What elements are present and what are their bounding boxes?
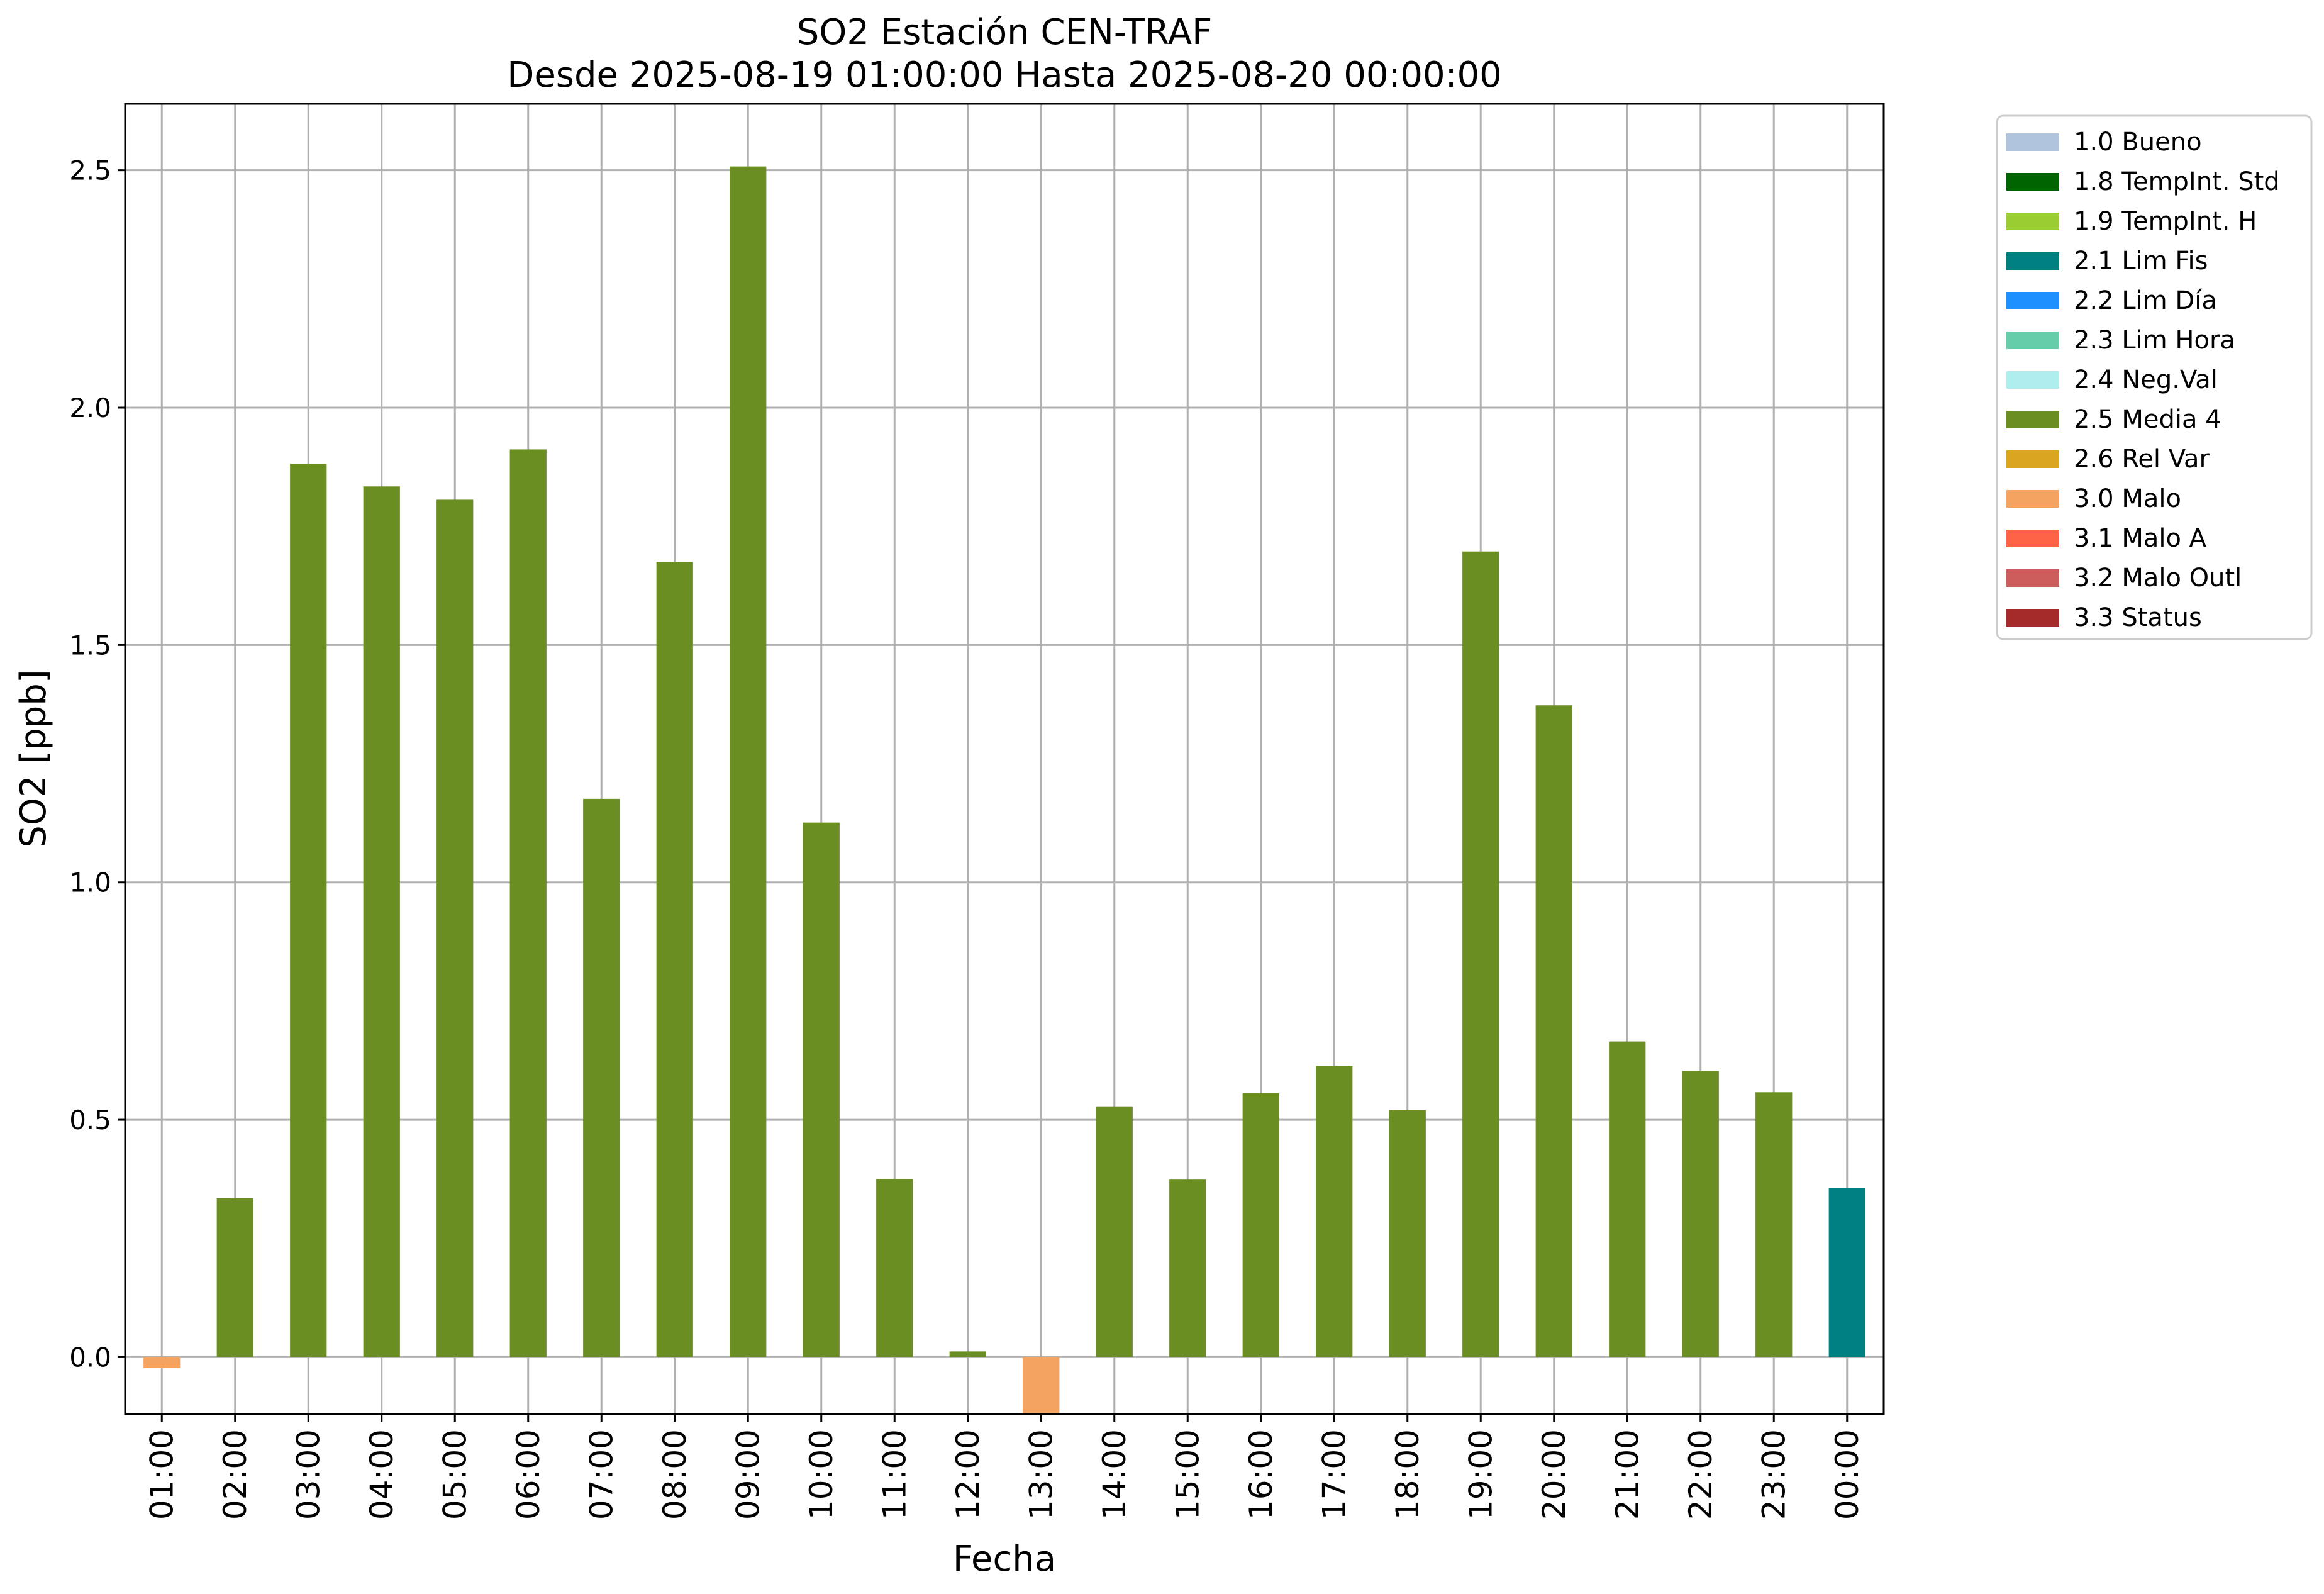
chart-title: SO2 Estación CEN-TRAF xyxy=(797,12,1213,53)
bar xyxy=(143,1357,181,1368)
legend-label: 1.9 TempInt. H xyxy=(2074,207,2257,236)
legend: 1.0 Bueno 1.8 TempInt. Std 1.9 TempInt. H 2… xyxy=(1996,114,2313,640)
x-tick-label: 23:00 xyxy=(1755,1429,1792,1520)
x-tick-label: 10:00 xyxy=(803,1429,840,1520)
legend-swatch xyxy=(2006,173,2059,191)
x-tick-label: 14:00 xyxy=(1096,1429,1133,1520)
y-tick-label: 2.0 xyxy=(69,393,111,423)
legend-swatch xyxy=(2006,213,2059,230)
bar xyxy=(1316,1066,1353,1357)
legend-label: 2.4 Neg.Val xyxy=(2074,365,2218,394)
x-tick-label: 08:00 xyxy=(657,1429,693,1520)
x-tick-label: 00:00 xyxy=(1829,1429,1865,1520)
legend-swatch xyxy=(2006,450,2059,468)
legend-swatch xyxy=(2006,411,2059,428)
x-axis-label: Fecha xyxy=(953,1539,1056,1580)
x-tick-label: 21:00 xyxy=(1609,1429,1645,1520)
bar xyxy=(1609,1041,1646,1357)
bar xyxy=(583,798,620,1357)
legend-frame xyxy=(1996,114,2313,640)
legend-label: 2.5 Media 4 xyxy=(2074,405,2221,434)
y-tick-label: 2.5 xyxy=(69,155,111,186)
bar xyxy=(1462,551,1499,1357)
legend-label: 3.1 Malo A xyxy=(2074,524,2207,553)
legend-label: 3.3 Status xyxy=(2074,603,2202,632)
y-tick-label: 0.5 xyxy=(69,1105,111,1135)
y-tick-label: 1.5 xyxy=(69,630,111,660)
bar xyxy=(363,486,400,1357)
x-tick-label: 04:00 xyxy=(364,1429,400,1520)
legend-swatch xyxy=(2006,133,2059,151)
x-tick-label: 05:00 xyxy=(436,1429,473,1520)
legend-label: 2.6 Rel Var xyxy=(2074,445,2210,474)
bar xyxy=(803,822,840,1357)
bar xyxy=(730,166,767,1357)
legend-label: 3.0 Malo xyxy=(2074,484,2181,513)
bar xyxy=(1682,1071,1719,1357)
legend-label: 2.3 Lim Hora xyxy=(2074,326,2235,355)
legend-swatch xyxy=(2006,292,2059,309)
bar xyxy=(1096,1106,1133,1357)
x-tick-label: 17:00 xyxy=(1316,1429,1352,1520)
ticks-layer: 0.0 0.5 1.0 1.5 2.0 2.5 01:00 02:00 03:00 04:00 05… xyxy=(69,155,1865,1520)
legend-swatch xyxy=(2006,609,2059,627)
bar xyxy=(876,1179,913,1357)
bar xyxy=(1535,705,1572,1357)
bar xyxy=(509,449,547,1357)
x-tick-label: 22:00 xyxy=(1682,1429,1719,1520)
x-tick-label: 03:00 xyxy=(290,1429,326,1520)
bar xyxy=(949,1351,986,1357)
x-tick-label: 15:00 xyxy=(1169,1429,1206,1520)
legend-label: 2.2 Lim Día xyxy=(2074,286,2217,315)
bar xyxy=(436,499,474,1357)
x-tick-label: 07:00 xyxy=(583,1429,620,1520)
x-tick-label: 19:00 xyxy=(1462,1429,1499,1520)
bar xyxy=(1023,1357,1060,1414)
y-tick-label: 1.0 xyxy=(69,867,111,898)
legend-swatch xyxy=(2006,332,2059,349)
x-tick-label: 01:00 xyxy=(143,1429,180,1520)
x-tick-label: 13:00 xyxy=(1023,1429,1059,1520)
bars-layer xyxy=(143,166,1865,1414)
y-tick-label: 0.0 xyxy=(69,1342,111,1373)
x-tick-label: 20:00 xyxy=(1536,1429,1572,1520)
legend-label: 1.8 TempInt. Std xyxy=(2074,167,2280,196)
legend-label: 2.1 Lim Fis xyxy=(2074,247,2208,276)
legend-label: 1.0 Bueno xyxy=(2074,128,2202,157)
y-axis-label: SO2 [ppb] xyxy=(13,669,54,847)
legend-swatch xyxy=(2006,569,2059,587)
legend-label: 3.2 Malo Outl xyxy=(2074,564,2242,593)
x-tick-label: 16:00 xyxy=(1243,1429,1279,1520)
legend-swatch xyxy=(2006,252,2059,270)
bar xyxy=(1755,1092,1793,1357)
bar xyxy=(1242,1093,1279,1357)
bar xyxy=(1828,1188,1865,1357)
bar xyxy=(216,1198,253,1357)
bar xyxy=(290,464,327,1357)
bar xyxy=(1389,1110,1426,1357)
legend-swatch xyxy=(2006,371,2059,389)
plot-frame xyxy=(124,103,1885,1415)
bar xyxy=(1169,1179,1206,1357)
x-tick-label: 12:00 xyxy=(950,1429,986,1520)
bar xyxy=(656,562,693,1357)
x-tick-label: 02:00 xyxy=(217,1429,253,1520)
legend-swatch xyxy=(2006,530,2059,547)
x-tick-label: 18:00 xyxy=(1389,1429,1426,1520)
x-tick-label: 09:00 xyxy=(730,1429,766,1520)
legend-swatch xyxy=(2006,490,2059,508)
x-tick-label: 06:00 xyxy=(510,1429,547,1520)
chart-subtitle: Desde 2025-08-19 01:00:00 Hasta 2025-08-… xyxy=(507,55,1502,96)
x-tick-label: 11:00 xyxy=(876,1429,913,1520)
